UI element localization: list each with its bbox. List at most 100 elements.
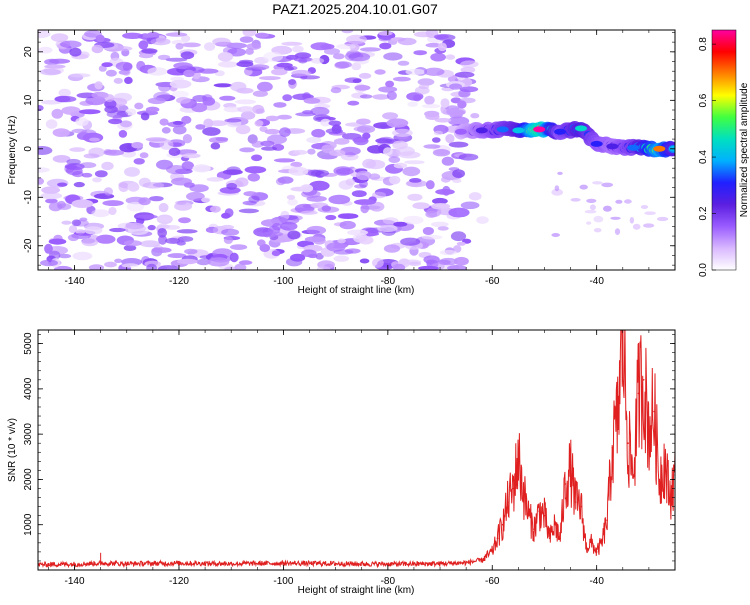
spectrogram-cell xyxy=(165,57,188,62)
spectrogram-cell xyxy=(330,87,342,94)
spectrogram-peak xyxy=(454,128,467,135)
colorbar-label: Normalized spectral amplitude xyxy=(739,82,750,217)
spectrogram-cell xyxy=(139,240,161,248)
spectrogram-cell xyxy=(293,149,308,155)
spectrogram-cell xyxy=(355,170,372,181)
spectrogram-cell xyxy=(359,47,381,52)
spectrogram-cell xyxy=(177,236,194,242)
spectrogram-cell xyxy=(223,236,233,244)
snr-data-point xyxy=(653,410,655,413)
spectrogram-cell xyxy=(306,225,327,235)
spectrogram-cell xyxy=(124,167,140,177)
spectrogram-cell xyxy=(165,237,181,244)
spectrogram-cell xyxy=(48,238,67,245)
spectrogram-cell xyxy=(424,95,435,105)
spectrogram-cell xyxy=(234,263,247,270)
spectrogram-cell xyxy=(240,111,256,120)
spectrogram-cell xyxy=(151,247,172,254)
spectrogram-cell xyxy=(81,238,99,247)
spectrogram-cell xyxy=(374,69,386,75)
spectrogram-cell xyxy=(201,197,211,203)
spectrogram-cell xyxy=(445,54,456,60)
spectrogram-cell xyxy=(434,118,452,123)
spectrogram-cell xyxy=(157,265,180,270)
spectrogram-cell xyxy=(44,243,53,254)
spectrogram-cell xyxy=(358,235,374,245)
spectrogram-cell xyxy=(206,177,224,182)
spectrogram-cell xyxy=(260,140,275,147)
spectrogram-cell xyxy=(181,42,201,48)
spectrogram-cell xyxy=(38,177,44,185)
spectrogram-cell xyxy=(570,198,581,202)
spectrogram-cell xyxy=(354,199,376,206)
spectrogram-cell xyxy=(131,142,144,149)
spectrogram-cell xyxy=(183,69,195,78)
spectrogram-cell xyxy=(382,217,399,225)
spectrogram-cell xyxy=(264,128,280,135)
spectrogram-cell xyxy=(265,115,280,122)
spectrogram-peak xyxy=(512,127,525,134)
spectrogram-cell xyxy=(460,66,476,74)
spectrogram-cell xyxy=(460,60,479,68)
spectrogram-cell xyxy=(224,118,242,123)
spectrogram-cell xyxy=(346,34,367,45)
spectrogram-cell xyxy=(301,249,317,258)
spectrogram-cell xyxy=(310,42,332,51)
snr-data-point xyxy=(230,562,232,565)
spectrogram-cell xyxy=(157,228,167,238)
spectrogram-cell xyxy=(41,100,62,105)
snr-plot-area xyxy=(38,330,675,569)
spectrogram-cell xyxy=(441,156,455,166)
spectrogram-cell xyxy=(159,118,169,126)
spectrogram-cell xyxy=(310,169,329,177)
spectrogram-cell xyxy=(104,261,117,268)
spectrogram-cell xyxy=(139,152,149,159)
spectrogram-cell xyxy=(138,40,149,50)
spectrogram-cell xyxy=(287,198,298,206)
spectrogram-cell xyxy=(412,202,430,210)
spectrogram-cell xyxy=(448,116,470,126)
spectrogram-cell xyxy=(352,78,362,84)
spectrogram-cell xyxy=(134,102,144,110)
spectrogram-cell xyxy=(418,265,439,270)
spectrogram-cell xyxy=(452,169,465,179)
spectrogram-cell xyxy=(52,155,71,163)
spectrogram-cell xyxy=(423,67,445,77)
spectrogram-cell xyxy=(328,120,342,126)
spectrogram-cell xyxy=(360,203,370,214)
spectrogram-cell xyxy=(146,263,157,270)
snr-data-point xyxy=(642,379,645,381)
spectrogram-cell xyxy=(251,154,263,162)
spectrogram-cell xyxy=(354,84,371,91)
spectrogram-cell xyxy=(158,82,171,92)
spectrogram-cell xyxy=(656,216,669,222)
colorbar: 0.0 0.2 0.4 0.6 0.8 Normalized spectral ampl… xyxy=(698,29,750,277)
spectrogram-cell xyxy=(356,125,376,134)
spectrogram-cell xyxy=(88,147,105,158)
spectrogram-cell xyxy=(383,52,403,61)
spectrogram-cell xyxy=(123,240,142,247)
spectrogram-cell xyxy=(94,170,108,178)
spectrogram-peak xyxy=(627,144,640,151)
spectrogram-cell xyxy=(433,130,443,136)
spectrogram-cell xyxy=(341,30,354,34)
spectrogram-cell xyxy=(103,149,124,156)
spectrogram-cell xyxy=(593,228,602,233)
spectrogram-cell xyxy=(423,144,441,149)
spectrogram-cell xyxy=(45,119,58,129)
snr-data-point xyxy=(73,563,76,565)
y-tick-label: 1000 xyxy=(23,513,34,536)
spectrogram-cell xyxy=(392,128,413,137)
spectrogram-cell xyxy=(448,141,469,148)
spectrogram-cell xyxy=(176,240,186,246)
x-tick-label: -140 xyxy=(65,576,85,587)
spectrogram-cell xyxy=(362,158,376,169)
snr-data-point xyxy=(126,562,128,565)
spectrogram-frame xyxy=(37,29,676,271)
spectrogram-cell xyxy=(359,94,373,99)
spectrogram-cell xyxy=(149,196,164,202)
spectrogram-peak xyxy=(554,128,567,135)
snr-data-point xyxy=(658,478,661,481)
spectrogram-cell xyxy=(195,124,206,130)
spectrogram-cell xyxy=(150,38,171,46)
